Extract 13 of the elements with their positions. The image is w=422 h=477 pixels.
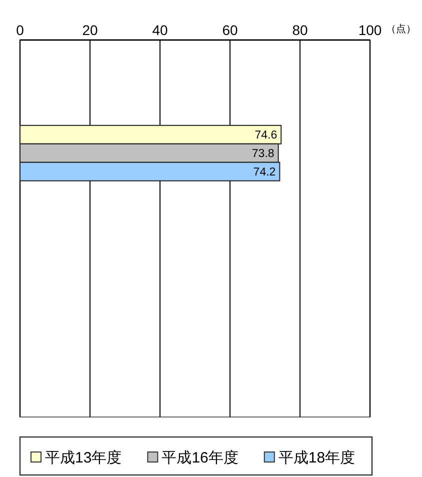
x-tick-label: 60 <box>222 22 238 38</box>
data-label: 74.6 <box>254 130 278 142</box>
x-tick-label: 20 <box>82 22 98 38</box>
x-tick-label: 100 <box>358 22 382 38</box>
x-axis-title: （点） <box>386 23 416 35</box>
x-tick-label: 40 <box>152 22 168 38</box>
legend-label: 平成16年度 <box>162 450 238 466</box>
x-tick-label: 80 <box>292 22 308 38</box>
x-tick-label: 0 <box>16 22 24 38</box>
legend-label: 平成13年度 <box>45 450 122 466</box>
data-label: 73.8 <box>252 148 274 160</box>
data-label: 74.2 <box>253 166 276 179</box>
legend-label: 平成18年度 <box>278 450 356 466</box>
